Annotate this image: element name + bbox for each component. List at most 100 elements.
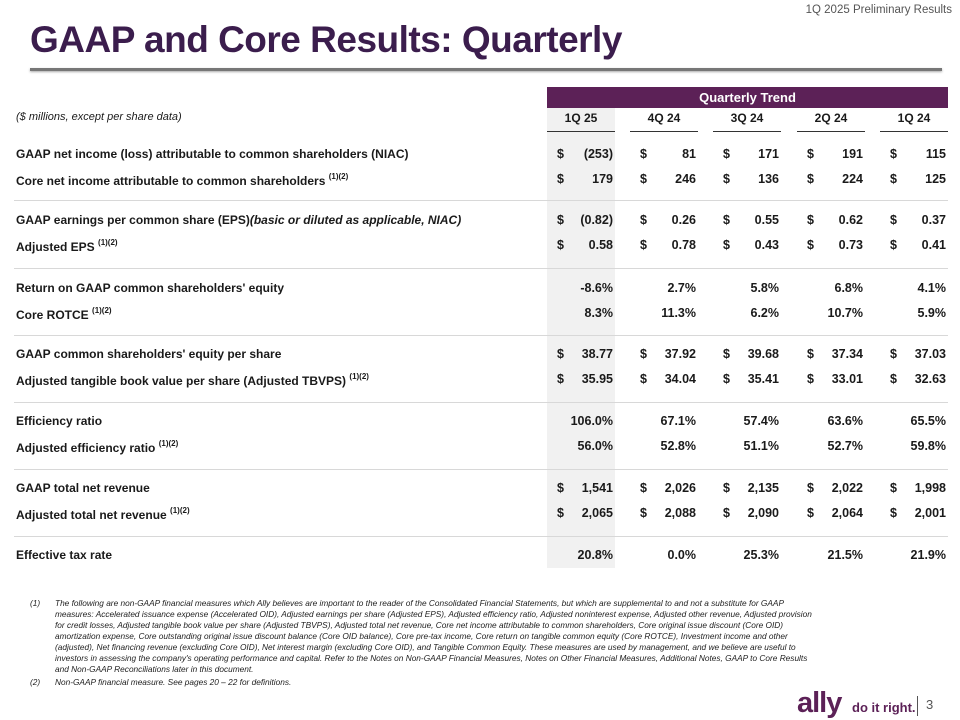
- currency-symbol: $: [723, 172, 730, 186]
- value-cell: 52.7%: [797, 439, 865, 455]
- value: 51.1%: [743, 439, 779, 453]
- value-cell: 6.2%: [713, 306, 781, 322]
- value: 136: [758, 172, 779, 186]
- currency-symbol: $: [557, 481, 564, 495]
- currency-symbol: $: [640, 172, 647, 186]
- label-text: GAAP total net revenue: [16, 481, 150, 495]
- value-cell: 11.3%: [630, 306, 698, 322]
- column-header: 4Q 24: [630, 111, 698, 132]
- value: 67.1%: [660, 414, 696, 428]
- value: 246: [675, 172, 696, 186]
- column-header: 3Q 24: [713, 111, 781, 132]
- currency-symbol: $: [723, 238, 730, 252]
- value: 224: [842, 172, 863, 186]
- value: 81: [682, 147, 696, 161]
- value: 179: [592, 172, 613, 186]
- row-label: GAAP total net revenue: [16, 481, 150, 495]
- group-divider: [14, 200, 948, 201]
- column-header: 1Q 24: [880, 111, 948, 132]
- table-row: Efficiency ratio 106.0% 67.1% 57.4% 63.6% 65.…: [0, 414, 960, 434]
- value-cell: 57.4%: [713, 414, 781, 430]
- value-cell: 65.5%: [880, 414, 948, 430]
- report-subtitle: 1Q 2025 Preliminary Results: [805, 4, 952, 16]
- value-cell: 21.5%: [797, 548, 865, 564]
- value-cell: 10.7%: [797, 306, 865, 322]
- value: 0.37: [921, 213, 946, 227]
- currency-symbol: $: [640, 481, 647, 495]
- row-label: Adjusted EPS (1)(2): [16, 238, 118, 254]
- value-cell: $81: [630, 147, 698, 163]
- value: 33.01: [831, 372, 863, 386]
- value-cell: $246: [630, 172, 698, 188]
- value: 171: [758, 147, 779, 161]
- currency-symbol: $: [723, 481, 730, 495]
- value-cell: 63.6%: [797, 414, 865, 430]
- currency-symbol: $: [807, 213, 814, 227]
- value-cell: $ (0.82): [547, 213, 615, 229]
- group-divider: [14, 536, 948, 537]
- value-cell: $33.01: [797, 372, 865, 388]
- footnote-text: Non-GAAP financial measure. See pages 20…: [55, 677, 292, 687]
- value: 2,064: [831, 506, 863, 520]
- value: 0.73: [838, 238, 863, 252]
- value-cell: 56.0%: [547, 439, 615, 455]
- value: 39.68: [747, 347, 779, 361]
- value-cell: 5.9%: [880, 306, 948, 322]
- table-row: Effective tax rate 20.8% 0.0% 25.3% 21.5% 21.…: [0, 548, 960, 568]
- value-cell: $0.62: [797, 213, 865, 229]
- value: -8.6%: [580, 281, 613, 295]
- value: 59.8%: [910, 439, 946, 453]
- label-text: GAAP net income (loss) attributable to c…: [16, 147, 409, 161]
- table-row: Adjusted total net revenue (1)(2) $2,065 $…: [0, 506, 960, 526]
- value-cell: 52.8%: [630, 439, 698, 455]
- value: 35.95: [581, 372, 613, 386]
- value-cell: $115: [880, 147, 948, 163]
- currency-symbol: $: [890, 147, 897, 161]
- label-text: Adjusted EPS: [16, 240, 95, 254]
- label-text: Effective tax rate: [16, 548, 113, 562]
- value-cell: $171: [713, 147, 781, 163]
- value-cell: $34.04: [630, 372, 698, 388]
- row-label: Efficiency ratio: [16, 414, 102, 428]
- currency-symbol: $: [807, 172, 814, 186]
- page-number: 3: [926, 697, 934, 712]
- currency-symbol: $: [807, 238, 814, 252]
- currency-symbol: $: [890, 372, 897, 386]
- value-cell: 59.8%: [880, 439, 948, 455]
- currency-symbol: $: [640, 506, 647, 520]
- value-cell: $1,998: [880, 481, 948, 497]
- currency-symbol: $: [557, 372, 564, 386]
- value: (0.82): [580, 213, 613, 227]
- value-cell: 5.8%: [713, 281, 781, 297]
- value-cell: $136: [713, 172, 781, 188]
- value-cell: $35.95: [547, 372, 615, 388]
- value: 32.63: [914, 372, 946, 386]
- tagline: do it right.: [852, 700, 916, 715]
- group-divider: [14, 469, 948, 470]
- group-divider: [14, 402, 948, 403]
- value-cell: $39.68: [713, 347, 781, 363]
- current-quarter-highlight: [547, 108, 615, 568]
- value: 2,001: [914, 506, 946, 520]
- currency-symbol: $: [557, 147, 564, 161]
- value: 11.3%: [661, 306, 696, 320]
- table-row: GAAP total net revenue $1,541 $2,026 $2,135…: [0, 481, 960, 501]
- value-cell: $32.63: [880, 372, 948, 388]
- footer-divider: [917, 696, 918, 716]
- ally-logo: ally: [797, 687, 842, 719]
- currency-symbol: $: [723, 372, 730, 386]
- table-row: Adjusted efficiency ratio (1)(2) 56.0% 52.…: [0, 439, 960, 459]
- value-cell: 8.3%: [547, 306, 615, 322]
- value: 0.55: [754, 213, 779, 227]
- label-text: Adjusted efficiency ratio: [16, 441, 156, 455]
- value-cell: 20.8%: [547, 548, 615, 564]
- table-row: GAAP earnings per common share (EPS)(bas…: [0, 213, 960, 233]
- footnote-ref: (1)(2): [328, 172, 349, 181]
- value-cell: 106.0%: [547, 414, 615, 430]
- currency-symbol: $: [807, 506, 814, 520]
- currency-symbol: $: [640, 372, 647, 386]
- value: 2.7%: [667, 281, 697, 295]
- row-label: GAAP common shareholders' equity per sha…: [16, 347, 281, 361]
- value-cell: 21.9%: [880, 548, 948, 564]
- value-cell: 0.0%: [630, 548, 698, 564]
